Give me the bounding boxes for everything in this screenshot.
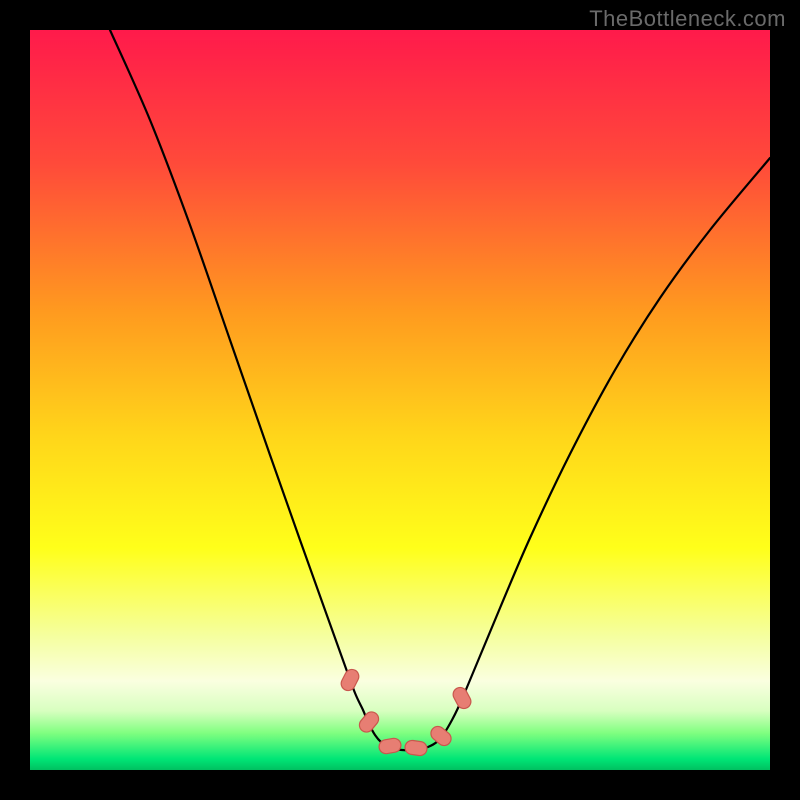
watermark-text: TheBottleneck.com [589, 6, 786, 32]
gradient-background [30, 30, 770, 770]
bottleneck-chart [0, 0, 800, 800]
